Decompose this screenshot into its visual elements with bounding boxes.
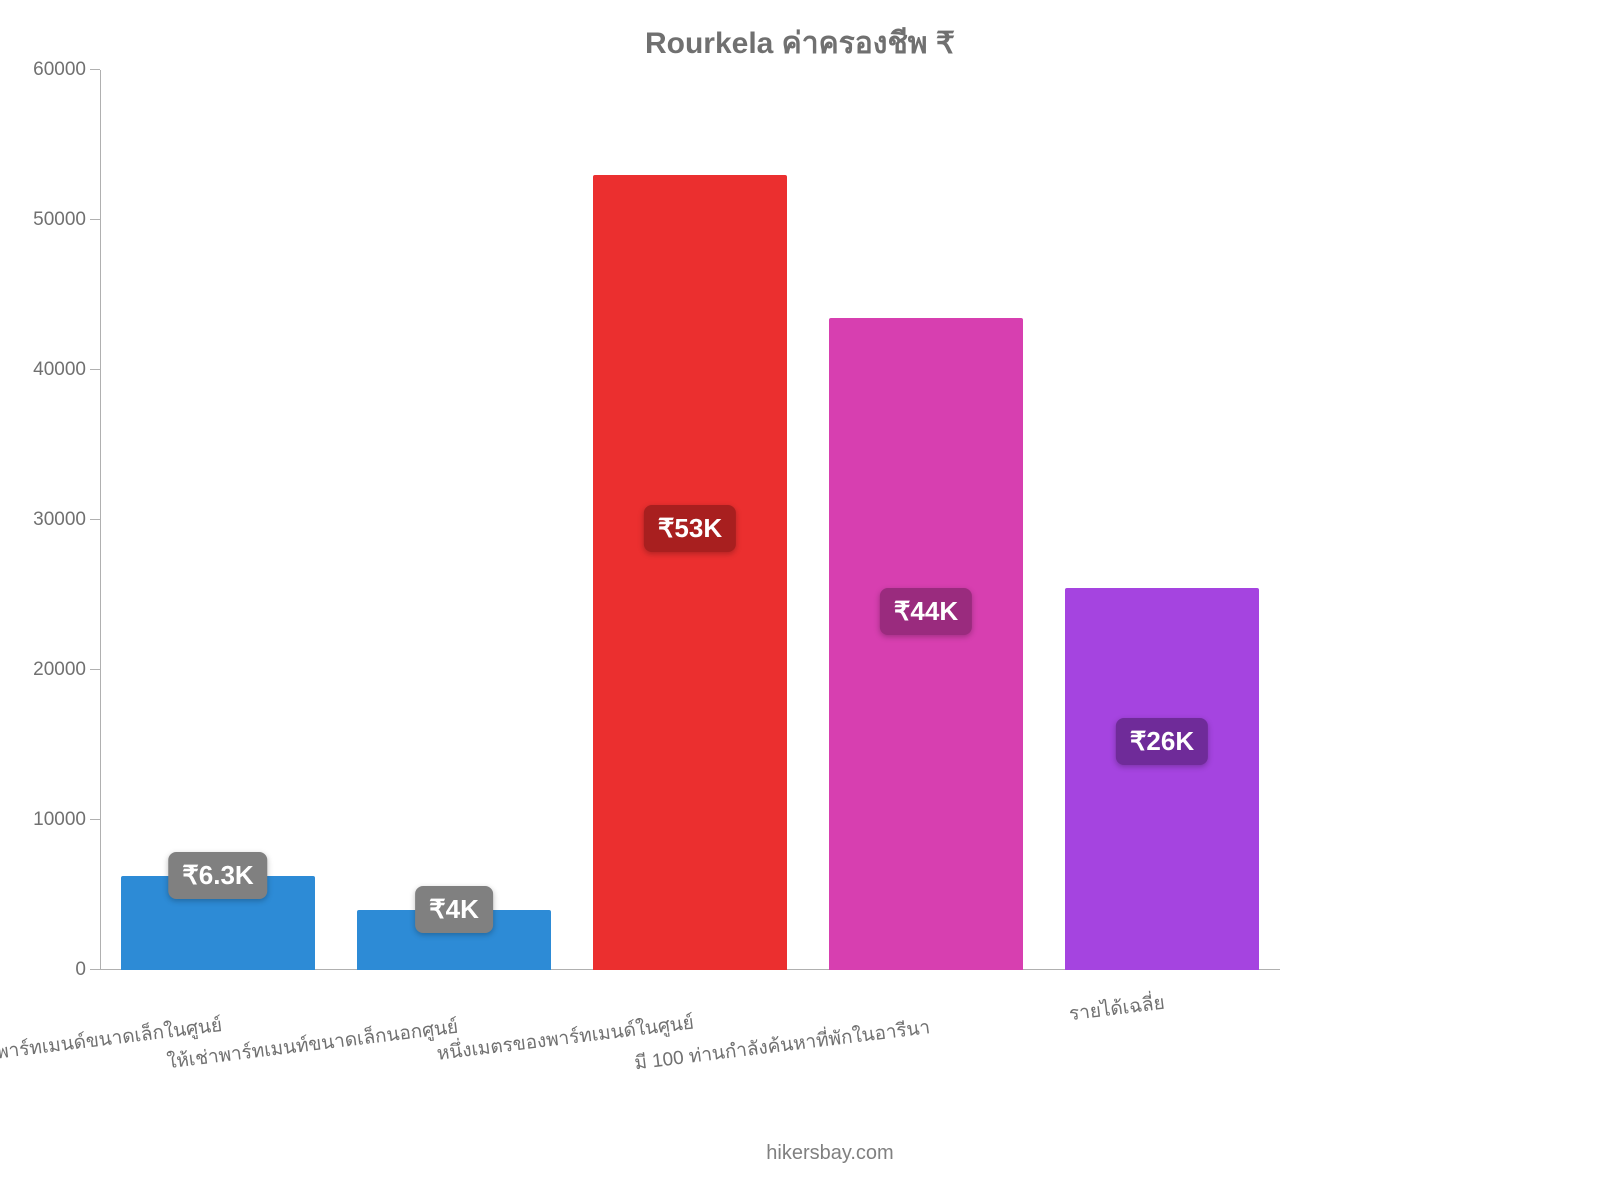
y-tick-label: 50000 [33, 209, 100, 231]
bar-slot: ₹26K [1044, 70, 1280, 970]
bar: ₹53K [593, 175, 787, 970]
y-tick-label: 40000 [33, 359, 100, 381]
y-tick-label: 10000 [33, 809, 100, 831]
y-tick-label: 0 [75, 959, 100, 981]
bar-value-badge: ₹26K [1116, 718, 1208, 765]
bar: ₹44K [829, 318, 1023, 971]
attribution-text: hikersbay.com [30, 1142, 1600, 1165]
x-axis-label: หนึ่งเมตรของพาร์ทเมนด์ในศูนย์ [692, 976, 952, 1037]
x-axis-label: ให้เช่าพาร์ทเมนท์ขนาดเล็กนอกศูนย์ [456, 976, 751, 1041]
x-axis-label: มี 100 ท่านกำลังค้นหาที่พักในอารีนา [928, 976, 1227, 1042]
bar-slot: ₹4K [336, 70, 572, 970]
bar-slot: ₹44K [808, 70, 1044, 970]
bar: ₹4K [357, 910, 551, 970]
chart-title: Rourkela ค่าครองชีพ ₹ [30, 20, 1570, 67]
bar: ₹26K [1065, 588, 1259, 971]
cost-of-living-chart: Rourkela ค่าครองชีพ ₹ 0 10000 20000 30000 40… [0, 0, 1600, 1200]
bar-value-badge: ₹53K [644, 505, 736, 552]
bar-value-badge: ₹44K [880, 588, 972, 635]
bar-slot: ₹53K [572, 70, 808, 970]
bar-slot: ₹6.3K [100, 70, 336, 970]
x-axis-label: ให้เช่าพาร์ทเมนด์ขนาดเล็กในศูนย์ [220, 976, 501, 1040]
bars-row: ₹6.3K ₹4K ₹53K ₹44K ₹26K [100, 70, 1280, 970]
y-tick-label: 30000 [33, 509, 100, 531]
x-axis-label: รายได้เฉลี่ย [1163, 976, 1262, 1017]
bar: ₹6.3K [121, 876, 315, 971]
bar-value-badge: ₹6.3K [168, 852, 267, 899]
y-tick-label: 20000 [33, 659, 100, 681]
bar-value-badge: ₹4K [415, 886, 493, 933]
y-tick-label: 60000 [33, 59, 100, 81]
plot-area: 0100002000030000400005000060000 ₹6.3K₹4K… [100, 70, 1280, 970]
